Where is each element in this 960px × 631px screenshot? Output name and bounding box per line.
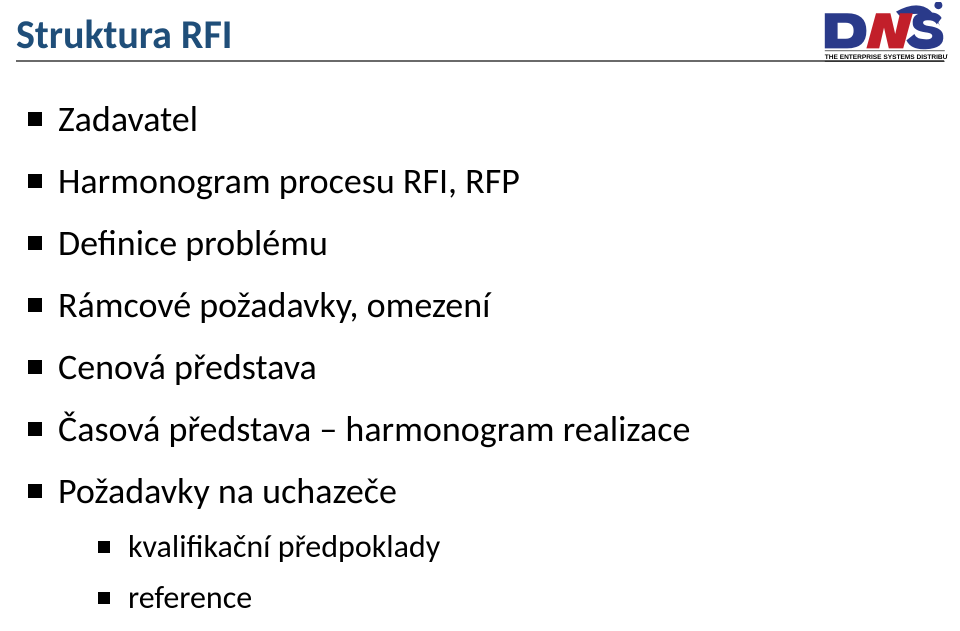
sub-bullet-item: reference [98, 578, 920, 619]
bullet-list-level1: Zadavatel Harmonogram procesu RFI, RFP D… [28, 96, 920, 631]
bullet-list-level2: kvalifikační předpoklady reference [58, 527, 920, 619]
slide: Struktura RFI THE ENTERPRISE SYSTEMS DIS… [0, 0, 960, 631]
bullet-item: Zadavatel [28, 96, 920, 142]
bullet-item-label: Požadavky na uchazeče [58, 469, 397, 513]
title-row: Struktura RFI [16, 10, 944, 59]
bullet-item: Harmonogram procesu RFI, RFP [28, 158, 920, 204]
page-title: Struktura RFI [16, 10, 944, 59]
dns-logo-svg: THE ENTERPRISE SYSTEMS DISTRIBUTOR [820, 2, 948, 66]
bullet-item: Cenová představa [28, 344, 920, 390]
bullet-item: Definice problému [28, 220, 920, 266]
title-underline [16, 60, 944, 62]
logo-tagline: THE ENTERPRISE SYSTEMS DISTRIBUTOR [825, 54, 948, 61]
content-area: Zadavatel Harmonogram procesu RFI, RFP D… [28, 96, 920, 631]
sub-bullet-item: kvalifikační předpoklady [98, 527, 920, 568]
bullet-item: Rámcové požadavky, omezení [28, 282, 920, 328]
bullet-item: Časová představa – harmonogram realizace [28, 406, 920, 452]
dns-logo: THE ENTERPRISE SYSTEMS DISTRIBUTOR [820, 2, 948, 66]
bullet-item-with-sub: Požadavky na uchazeče kvalifikační předp… [28, 468, 920, 618]
